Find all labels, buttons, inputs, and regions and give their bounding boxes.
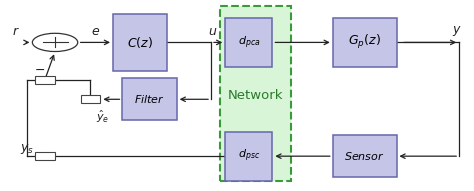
Bar [81, 95, 100, 103]
Text: $d_{psc}$: $d_{psc}$ [237, 148, 260, 164]
Bar [35, 152, 55, 160]
Text: $Sensor$: $Sensor$ [344, 150, 385, 162]
Text: $C(z)$: $C(z)$ [127, 35, 153, 50]
FancyBboxPatch shape [225, 18, 273, 67]
Text: $Filter$: $Filter$ [134, 93, 165, 105]
Text: $G_p(z)$: $G_p(z)$ [348, 33, 381, 51]
Text: $d_{pca}$: $d_{pca}$ [237, 34, 260, 51]
Text: $y_s$: $y_s$ [19, 142, 34, 156]
Text: $y$: $y$ [452, 24, 462, 38]
FancyBboxPatch shape [122, 79, 177, 120]
FancyBboxPatch shape [333, 135, 397, 177]
FancyBboxPatch shape [220, 6, 292, 181]
Text: $u$: $u$ [208, 24, 217, 38]
Text: $-$: $-$ [34, 62, 45, 75]
FancyBboxPatch shape [333, 18, 397, 67]
Text: $\hat{y}_e$: $\hat{y}_e$ [96, 109, 109, 125]
Text: $r$: $r$ [12, 24, 20, 38]
Bar [35, 76, 55, 84]
Text: $e$: $e$ [91, 24, 100, 38]
FancyBboxPatch shape [113, 14, 167, 71]
FancyBboxPatch shape [225, 132, 273, 181]
Text: Network: Network [228, 89, 283, 102]
Circle shape [32, 33, 78, 52]
